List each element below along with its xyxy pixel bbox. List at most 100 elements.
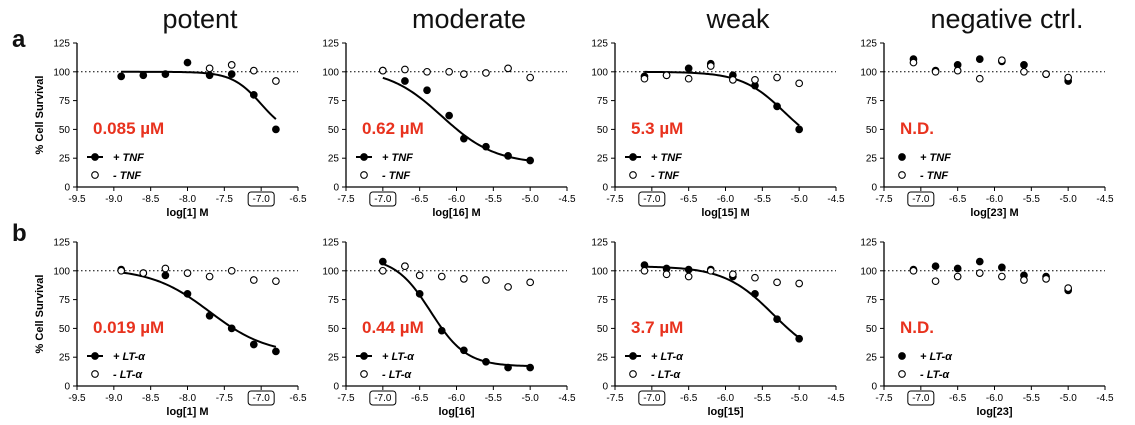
x-tick-label: -6.0 — [986, 194, 1004, 205]
data-point-untreated — [401, 262, 409, 271]
data-point-untreated — [482, 276, 490, 284]
legend-marker — [898, 352, 906, 360]
chart-panel-b-3: 0 25 50 75 100 125 -7.5 -7.0 -6.5 -6.0 -5.5 -5.0 -4.… — [591, 238, 845, 419]
x-tick-label: -6.5 — [289, 194, 307, 205]
x-axis-label: log[1] M — [166, 207, 208, 219]
data-point-untreated — [401, 65, 409, 74]
data-point-untreated — [526, 73, 535, 82]
data-point-untreated — [205, 272, 214, 281]
x-tick-label: -5.0 — [1060, 194, 1078, 205]
fit-curve — [121, 271, 277, 348]
data-point-treated — [205, 311, 214, 320]
x-tick-label: -9.5 — [68, 194, 86, 205]
data-point-treated — [953, 264, 962, 273]
legend-marker — [629, 352, 637, 360]
data-point-untreated — [975, 74, 984, 83]
data-point-treated — [684, 64, 693, 73]
chart-panel-b-1: 0 25 50 75 100 125 -9.5 -9.0 -8.5 -8.0 -7.5 -7.0 -6.… — [34, 238, 307, 419]
data-point-treated — [272, 125, 280, 134]
data-point-untreated — [227, 61, 236, 69]
x-tick-label: -6.0 — [448, 393, 466, 404]
data-point-treated — [482, 357, 490, 366]
legend-marker — [91, 153, 99, 161]
x-tick-label: -7.0 — [912, 393, 930, 404]
y-axis-label: % Cell Survival — [34, 76, 46, 155]
y-tick-label: 50 — [597, 324, 609, 335]
x-tick-label: -9.5 — [68, 393, 86, 404]
data-point-treated — [437, 326, 446, 335]
data-point-treated — [183, 289, 192, 298]
data-point-untreated — [161, 264, 170, 273]
legend-marker — [91, 352, 99, 360]
legend-marker — [91, 370, 99, 378]
y-tick-label: 100 — [322, 266, 339, 277]
chart-panel-a-3: 0 25 50 75 100 125 -7.5 -7.0 -6.5 -6.0 -5.5 -5.0 -4.… — [591, 39, 845, 220]
data-point-untreated — [139, 269, 148, 277]
chart-panel-b-4: 0 25 50 75 100 125 -7.5 -7.0 -6.5 -6.0 -5.5 -5.0 -4.… — [860, 238, 1114, 419]
y-tick-label: 100 — [860, 67, 877, 78]
data-point-untreated — [1064, 73, 1073, 82]
legend-marker — [898, 370, 906, 378]
x-tick-label: -8.5 — [142, 194, 160, 205]
x-tick-label: -7.0 — [253, 194, 271, 205]
column-header-negative-ctrl: negative ctrl. — [930, 4, 1084, 34]
y-tick-label: 75 — [328, 96, 340, 107]
data-point-untreated — [482, 69, 490, 77]
boxed-tick-highlight — [247, 191, 275, 207]
data-point-untreated — [460, 275, 468, 283]
x-tick-label: -6.5 — [411, 194, 429, 205]
y-tick-label: 25 — [328, 353, 340, 364]
data-point-treated — [504, 363, 512, 372]
data-point-untreated — [415, 271, 424, 280]
x-tick-label: -7.5 — [606, 194, 624, 205]
x-tick-label: -6.0 — [986, 393, 1004, 404]
data-point-untreated — [272, 77, 280, 85]
x-tick-label: -7.0 — [643, 393, 661, 404]
y-tick-label: 100 — [860, 266, 877, 277]
legend-label: - LT-α — [113, 369, 143, 381]
boxed-tick-highlight — [369, 390, 397, 406]
y-tick-label: 50 — [866, 125, 878, 136]
x-tick-label: -4.5 — [1096, 194, 1114, 205]
data-point-treated — [795, 125, 804, 134]
x-tick-label: -4.5 — [558, 393, 576, 404]
data-point-untreated — [795, 79, 804, 88]
data-point-treated — [423, 86, 431, 95]
data-point-treated — [1020, 61, 1028, 69]
legend-label: + TNF — [920, 152, 951, 164]
potency-label: 0.019 µM — [93, 318, 164, 337]
y-tick-label: 125 — [53, 39, 70, 50]
data-point-untreated — [684, 74, 693, 83]
x-tick-label: -5.5 — [485, 393, 503, 404]
data-point-untreated — [795, 279, 804, 288]
x-tick-label: -7.5 — [337, 194, 355, 205]
x-tick-label: -6.5 — [289, 393, 307, 404]
legend-marker — [360, 370, 368, 378]
potency-label: 0.62 µM — [362, 119, 424, 138]
data-point-untreated — [662, 71, 671, 80]
y-tick-label: 125 — [322, 238, 339, 249]
x-axis-label: log[16] — [438, 406, 474, 418]
data-point-treated — [161, 271, 170, 280]
data-point-treated — [139, 71, 148, 80]
data-point-untreated — [1020, 67, 1028, 76]
y-tick-label: 75 — [59, 96, 71, 107]
x-tick-label: -5.5 — [754, 194, 772, 205]
data-point-untreated — [729, 270, 737, 279]
data-point-untreated — [998, 56, 1006, 65]
y-tick-label: 50 — [597, 125, 609, 136]
data-point-untreated — [953, 272, 962, 281]
boxed-tick-highlight — [907, 191, 935, 207]
data-point-treated — [227, 324, 236, 333]
data-point-untreated — [227, 266, 236, 275]
data-point-treated — [684, 265, 693, 274]
x-tick-label: -6.0 — [717, 393, 735, 404]
x-tick-label: -7.0 — [374, 393, 392, 404]
y-tick-label: 75 — [597, 96, 609, 107]
y-tick-label: 100 — [322, 67, 339, 78]
data-point-treated — [931, 262, 940, 271]
x-tick-label: -6.5 — [949, 194, 967, 205]
x-tick-label: -7.5 — [875, 393, 893, 404]
potency-label: 3.7 µM — [631, 318, 683, 337]
legend-label: + TNF — [382, 152, 413, 164]
